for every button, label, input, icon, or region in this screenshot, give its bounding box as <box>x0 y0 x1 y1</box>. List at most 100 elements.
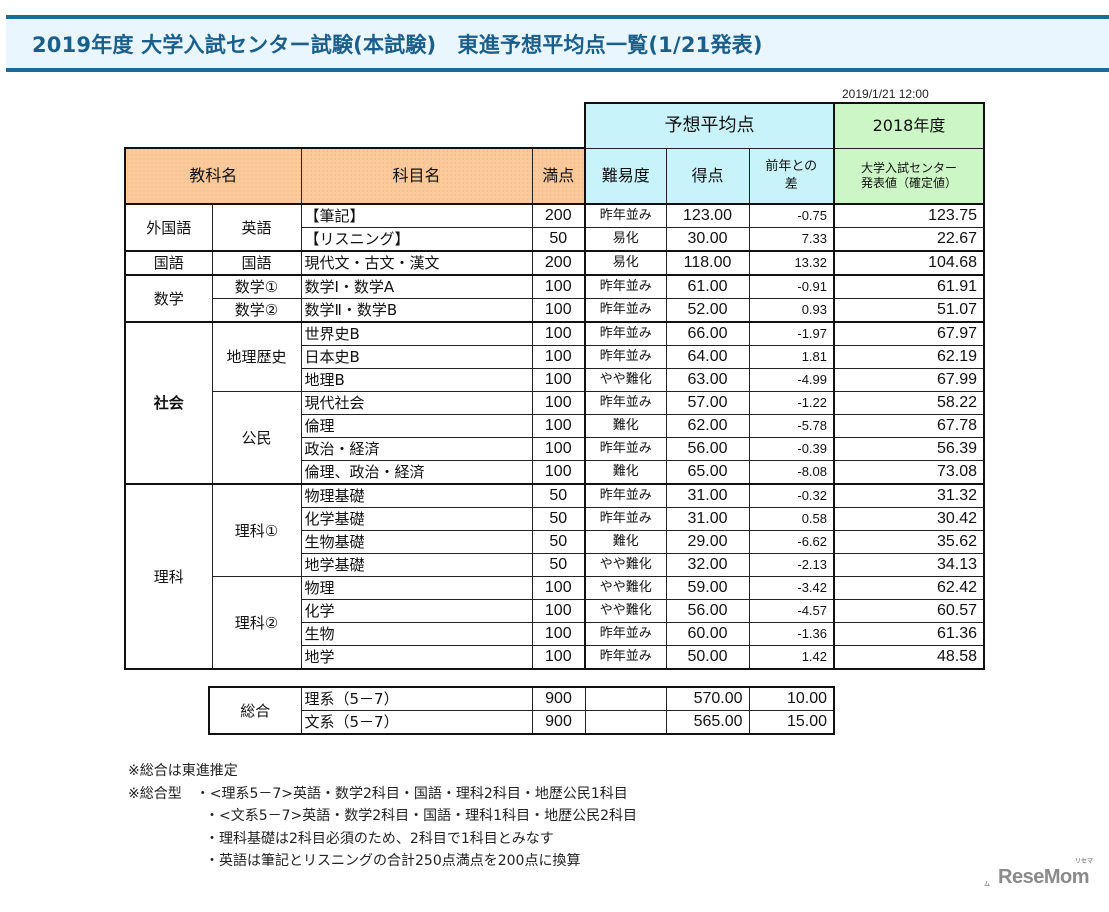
full-score-cell: 200 <box>531 203 586 228</box>
diff-cell: 1.81 <box>748 345 835 369</box>
full-score-cell: 100 <box>531 274 586 299</box>
official-cell: 60.57 <box>833 599 985 623</box>
score-cell: 63.00 <box>665 368 750 392</box>
group-social: 社会 <box>124 321 213 485</box>
diff-cell: -5.78 <box>748 414 835 438</box>
score-cell: 61.00 <box>665 274 750 299</box>
subject-cell: 政治・経済 <box>300 437 533 461</box>
difficulty-cell: 易化 <box>584 250 667 276</box>
official-cell: 31.32 <box>833 483 985 508</box>
score-cell: 32.00 <box>665 553 750 577</box>
score-cell: 118.00 <box>665 250 750 276</box>
official-cell: 67.99 <box>833 368 985 392</box>
summary-full: 900 <box>531 686 586 711</box>
full-score-cell: 100 <box>531 437 586 461</box>
table-row: 地学 100 昨年並み 50.00 1.42 48.58 <box>125 645 985 670</box>
col-official: 大学入試センター 発表値（確定値） <box>833 147 985 205</box>
subject-cell: 生物 <box>300 622 533 646</box>
subject-cell: 倫理 <box>300 414 533 438</box>
official-cell: 67.78 <box>833 414 985 438</box>
score-cell: 60.00 <box>665 622 750 646</box>
full-score-cell: 100 <box>531 599 586 623</box>
official-cell: 35.62 <box>833 530 985 554</box>
full-score-cell: 100 <box>531 368 586 392</box>
subject-cell: 数学Ⅱ・数学B <box>300 298 533 323</box>
full-score-cell: 50 <box>531 483 586 508</box>
table-row: 社会 地理歴史 世界史B 100 昨年並み 66.00 -1.97 67.97 <box>124 321 985 485</box>
group-english: 英語 <box>211 203 302 252</box>
score-cell: 30.00 <box>665 227 750 252</box>
score-cell: 59.00 <box>665 576 750 600</box>
summary-difficulty <box>584 686 667 711</box>
difficulty-cell: 昨年並み <box>584 321 667 346</box>
difficulty-cell: 昨年並み <box>584 622 667 646</box>
difficulty-cell: 昨年並み <box>584 483 667 508</box>
subject-cell: 化学 <box>300 599 533 623</box>
difficulty-cell: 昨年並み <box>584 203 667 228</box>
official-cell: 48.58 <box>833 645 985 670</box>
note-line: ・英語は筆記とリスニングの合計250点満点を200点に換算 <box>205 853 581 869</box>
scores-table: 予想平均点 2018年度 教科名 科目名 満点 難易度 得点 前年との差 大学入… <box>124 102 985 670</box>
difficulty-cell: 昨年並み <box>584 345 667 369</box>
full-score-cell: 50 <box>531 227 586 252</box>
official-cell: 34.13 <box>833 553 985 577</box>
group-math: 数学 <box>124 274 213 323</box>
diff-cell: 0.58 <box>748 507 835 531</box>
group-science: 理科 <box>124 483 213 670</box>
note-line: ※総合は東進推定 <box>128 763 238 779</box>
score-cell: 31.00 <box>665 507 750 531</box>
diff-cell: -4.57 <box>748 599 835 623</box>
col-difficulty: 難易度 <box>584 147 667 205</box>
score-cell: 64.00 <box>665 345 750 369</box>
column-header-row: 教科名 科目名 満点 難易度 得点 前年との差 大学入試センター 発表値（確定値） <box>124 147 985 205</box>
table-row: 理科 理科① 物理基礎 50 昨年並み 31.00 -0.32 31.32 <box>124 483 985 670</box>
subject-cell: 日本史B <box>300 345 533 369</box>
summary-label: 総合 <box>208 686 302 735</box>
subject-cell: 世界史B <box>300 321 533 346</box>
diff-cell: 1.42 <box>748 645 835 670</box>
summary-diff: 10.00 <box>748 686 835 711</box>
score-cell: 56.00 <box>665 437 750 461</box>
subject-cell: 物理 <box>300 576 533 600</box>
score-cell: 123.00 <box>665 203 750 228</box>
table-row: 生物基礎 50 難化 29.00 -6.62 35.62 <box>125 530 985 554</box>
diff-cell: -1.22 <box>748 391 835 415</box>
note-line: ・<文系5－7>英語・数学2科目・国語・理科1科目・地歴公民2科目 <box>205 808 637 824</box>
group-math2: 数学② <box>211 298 302 323</box>
score-cell: 57.00 <box>665 391 750 415</box>
note-line: ・理科基礎は2科目必須のため、2科目で1科目とみなす <box>205 830 554 847</box>
table-row: 日本史B 100 昨年並み 64.00 1.81 62.19 <box>125 345 985 369</box>
diff-cell: -1.36 <box>748 622 835 646</box>
diff-cell: -0.39 <box>748 437 835 461</box>
summary-table: 総合 理系（5－7） 900 570.00 10.00 文系（5－7） 900 … <box>208 686 835 735</box>
difficulty-cell: やや難化 <box>584 576 667 600</box>
subject-cell: 倫理、政治・経済 <box>300 460 533 485</box>
score-cell: 31.00 <box>665 483 750 508</box>
diff-cell: -1.97 <box>748 321 835 346</box>
col-subject: 科目名 <box>300 147 533 205</box>
col-diff: 前年との差 <box>748 147 835 205</box>
score-cell: 56.00 <box>665 599 750 623</box>
prev-year-header: 2018年度 <box>833 102 985 149</box>
title-bar: 2019年度 大学入試センター試験(本試験) 東進予想平均点一覧(1/21発表) <box>6 15 1109 72</box>
table-row: 国語 国語 現代文・古文・漢文 200 易化 118.00 13.32 104.… <box>124 250 985 276</box>
score-cell: 50.00 <box>665 645 750 670</box>
table-row: 数学② 数学Ⅱ・数学B 100 昨年並み 52.00 0.93 51.07 <box>125 298 985 323</box>
diff-cell: -4.99 <box>748 368 835 392</box>
group-japanese-sub: 国語 <box>211 250 302 276</box>
note-line: ※総合型 ・<理系5－7>英語・数学2科目・国語・理科2科目・地歴公民1科目 <box>128 785 628 802</box>
subject-cell: 地学基礎 <box>300 553 533 577</box>
table-row: 数学 数学① 数学Ⅰ・数学A 100 昨年並み 61.00 -0.91 61.9… <box>124 274 985 323</box>
subject-cell: 現代文・古文・漢文 <box>300 250 533 276</box>
group-science2: 理科② <box>211 576 302 670</box>
group-science1: 理科① <box>211 483 302 577</box>
difficulty-cell: 昨年並み <box>584 298 667 323</box>
diff-cell: 0.93 <box>748 298 835 323</box>
table-row: 【リスニング】 50 易化 30.00 7.33 22.67 <box>125 227 985 252</box>
subject-cell: 数学Ⅰ・数学A <box>300 274 533 299</box>
diff-cell: -3.42 <box>748 576 835 600</box>
full-score-cell: 100 <box>531 391 586 415</box>
footnotes: ※総合は東進推定 ※総合型 ・<理系5－7>英語・数学2科目・国語・理科2科目・… <box>128 760 637 873</box>
official-cell: 73.08 <box>833 460 985 485</box>
difficulty-cell: 難化 <box>584 530 667 554</box>
